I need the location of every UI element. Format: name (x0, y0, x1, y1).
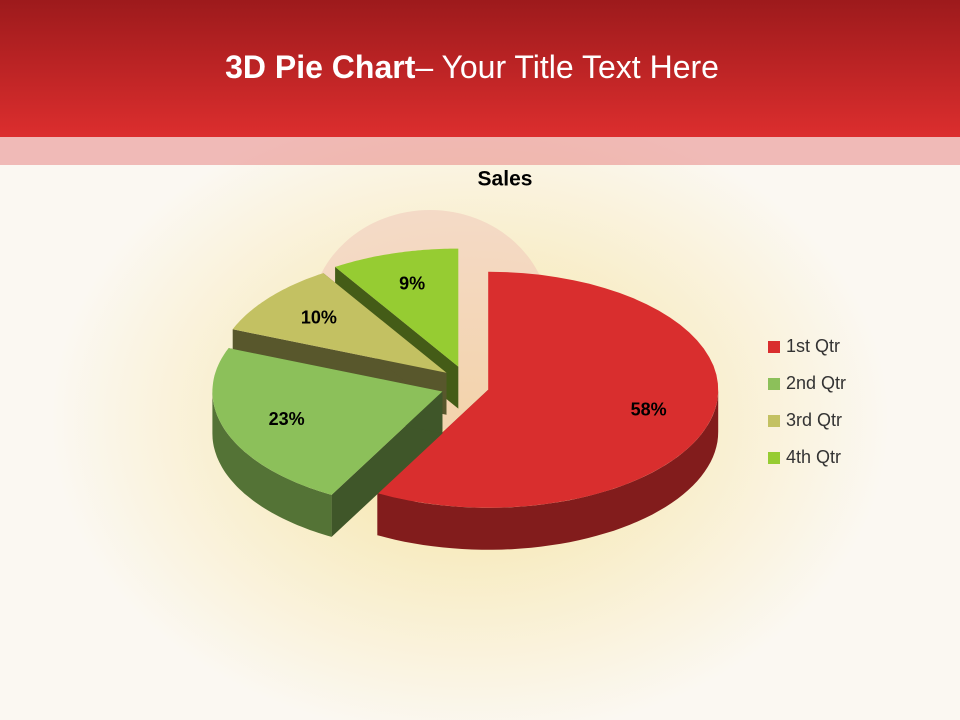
slice (232, 273, 447, 373)
legend-swatch (768, 415, 780, 427)
data-label: 23% (269, 409, 305, 429)
slide-title-bold: 3D Pie Chart (225, 49, 416, 85)
header-band (0, 0, 960, 137)
legend-label: 1st Qtr (786, 336, 840, 356)
data-label: 9% (399, 274, 425, 294)
legend-label: 2nd Qtr (786, 373, 846, 393)
data-label: 10% (301, 307, 337, 327)
legend-swatch (768, 378, 780, 390)
slice (212, 348, 443, 495)
chart-title: Sales (478, 168, 533, 191)
legend-swatch (768, 341, 780, 353)
slice-wall (212, 391, 332, 537)
slide-title: 3D Pie Chart– Your Title Text Here (225, 49, 719, 85)
header-stripe (0, 137, 960, 165)
data-label: 58% (631, 400, 667, 420)
legend-label: 4th Qtr (786, 447, 841, 467)
slice-wall (377, 389, 719, 550)
slide-title-rest: – Your Title Text Here (415, 49, 719, 85)
slice (335, 248, 459, 367)
slice (377, 271, 719, 508)
legend-label: 3rd Qtr (786, 410, 842, 430)
legend-swatch (768, 452, 780, 464)
